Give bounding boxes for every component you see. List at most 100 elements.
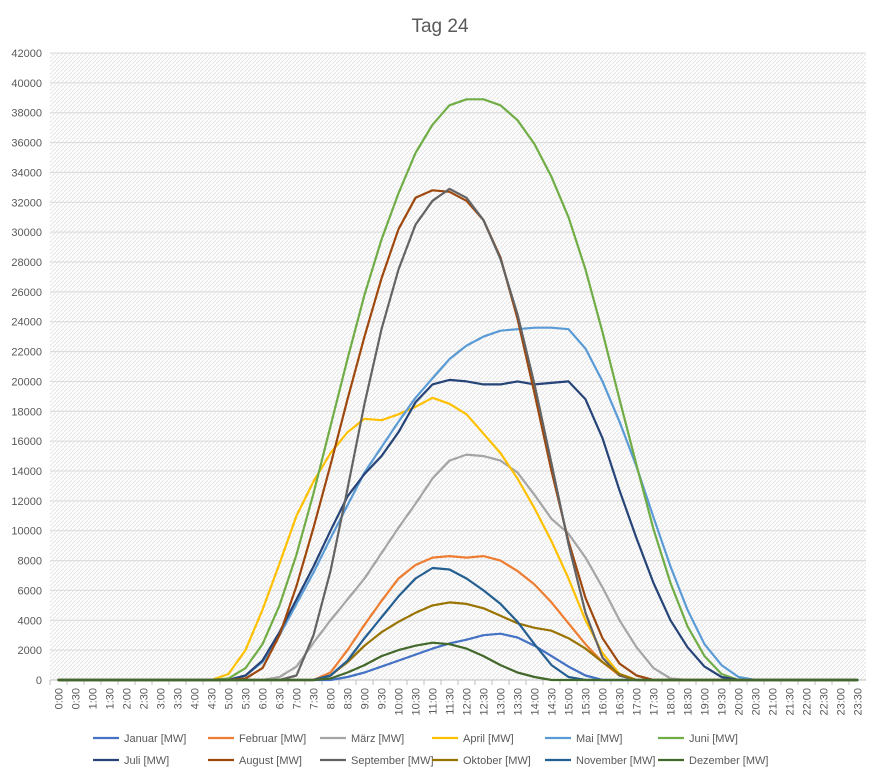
x-tick-label: 12:30 xyxy=(479,688,491,716)
x-tick-label: 6:00 xyxy=(258,688,270,709)
legend: Januar [MW] Februar [MW] März [MW] April [M… xyxy=(93,733,768,767)
x-tick-label: 7:00 xyxy=(292,688,304,709)
y-tick-label: 36000 xyxy=(11,138,42,150)
x-tick-label: 21:00 xyxy=(768,688,780,716)
plot-background xyxy=(50,53,866,680)
y-tick-label: 18000 xyxy=(11,406,42,418)
y-tick-label: 38000 xyxy=(11,108,42,120)
legend-label: Juni [MW] xyxy=(689,733,738,745)
legend-label: April [MW] xyxy=(463,733,514,745)
x-tick-label: 10:00 xyxy=(394,688,406,716)
legend-item: Oktober [MW] xyxy=(432,755,531,767)
x-tick-label: 19:30 xyxy=(717,688,729,716)
x-tick-label: 18:00 xyxy=(666,688,678,716)
x-tick-label: 22:30 xyxy=(819,688,831,716)
x-tick-label: 17:30 xyxy=(649,688,661,716)
x-tick-label: 12:00 xyxy=(462,688,474,716)
legend-item: November [MW] xyxy=(545,755,655,767)
y-tick-label: 24000 xyxy=(11,317,42,329)
x-tick-label: 23:30 xyxy=(853,688,865,716)
x-tick-label: 3:00 xyxy=(156,688,168,709)
legend-item: Dezember [MW] xyxy=(658,755,768,767)
x-tick-label: 11:30 xyxy=(445,688,457,715)
legend-label: August [MW] xyxy=(239,755,302,767)
legend-item: März [MW] xyxy=(320,733,404,745)
y-tick-label: 34000 xyxy=(11,167,42,179)
x-tick-label: 15:30 xyxy=(581,688,593,716)
x-tick-label: 17:00 xyxy=(632,688,644,716)
x-tick-label: 1:30 xyxy=(105,688,117,709)
x-tick-label: 7:30 xyxy=(309,688,321,709)
x-tick-label: 2:00 xyxy=(122,688,134,709)
x-tick-label: 11:00 xyxy=(428,688,440,715)
y-tick-label: 10000 xyxy=(11,526,42,538)
legend-label: Oktober [MW] xyxy=(463,755,531,767)
legend-item: April [MW] xyxy=(432,733,514,745)
series-line-12 xyxy=(57,641,859,682)
x-tick-label: 16:00 xyxy=(598,688,610,716)
x-tick-label: 2:30 xyxy=(139,688,151,709)
x-tick-label: 1:00 xyxy=(88,688,100,709)
y-tick-label: 14000 xyxy=(11,466,42,478)
legend-label: Januar [MW] xyxy=(124,733,186,745)
x-tick-label: 5:30 xyxy=(241,688,253,709)
x-tick-label: 6:30 xyxy=(275,688,287,709)
x-tick-label: 0:00 xyxy=(54,688,66,709)
legend-item: Januar [MW] xyxy=(93,733,186,745)
y-tick-label: 26000 xyxy=(11,287,42,299)
y-tick-label: 40000 xyxy=(11,78,42,90)
chart-title: Tag 24 xyxy=(411,16,468,37)
legend-item: Juni [MW] xyxy=(658,733,738,745)
y-tick-label: 32000 xyxy=(11,197,42,209)
x-tick-label: 3:30 xyxy=(173,688,185,709)
legend-item: August [MW] xyxy=(208,755,302,767)
y-tick-label: 28000 xyxy=(11,257,42,269)
x-tick-label: 5:00 xyxy=(224,688,236,709)
x-tick-label: 20:30 xyxy=(751,688,763,716)
x-tick-label: 22:00 xyxy=(802,688,814,716)
legend-label: September [MW] xyxy=(351,755,434,767)
legend-label: Februar [MW] xyxy=(239,733,306,745)
legend-label: Juli [MW] xyxy=(124,755,169,767)
x-tick-label: 8:00 xyxy=(326,688,338,709)
x-tick-label: 0:30 xyxy=(71,688,83,709)
y-tick-label: 2000 xyxy=(18,645,42,657)
y-tick-label: 6000 xyxy=(18,585,42,597)
legend-item: Februar [MW] xyxy=(208,733,306,745)
x-tick-label: 14:30 xyxy=(547,688,559,716)
legend-item: September [MW] xyxy=(320,755,434,767)
legend-label: Mai [MW] xyxy=(576,733,622,745)
x-tick-label: 23:00 xyxy=(836,688,848,716)
legend-label: November [MW] xyxy=(576,755,655,767)
x-tick-label: 18:30 xyxy=(683,688,695,716)
y-tick-label: 4000 xyxy=(18,615,42,627)
x-tick-label: 16:30 xyxy=(615,688,627,716)
y-tick-label: 30000 xyxy=(11,227,42,239)
x-tick-label: 8:30 xyxy=(343,688,355,709)
x-tick-label: 15:00 xyxy=(564,688,576,716)
x-tick-label: 13:30 xyxy=(513,688,525,716)
x-tick-label: 4:30 xyxy=(207,688,219,709)
legend-label: März [MW] xyxy=(351,733,404,745)
x-tick-label: 9:30 xyxy=(377,688,389,709)
x-tick-label: 9:00 xyxy=(360,688,372,709)
legend-item: Mai [MW] xyxy=(545,733,622,745)
x-tick-label: 21:30 xyxy=(785,688,797,716)
plot-area: 0 2000 4000 6000 8000 10000 12000 14000 16000 180… xyxy=(11,48,866,716)
y-tick-label: 0 xyxy=(36,675,42,687)
y-tick-label: 8000 xyxy=(18,556,42,568)
y-tick-label: 20000 xyxy=(11,376,42,388)
x-tick-label: 10:30 xyxy=(411,688,423,716)
y-tick-label: 12000 xyxy=(11,496,42,508)
legend-label: Dezember [MW] xyxy=(689,755,768,767)
x-tick-label: 20:00 xyxy=(734,688,746,716)
y-tick-label: 22000 xyxy=(11,347,42,359)
x-tick-label: 4:00 xyxy=(190,688,202,709)
x-tick-label: 19:00 xyxy=(700,688,712,716)
x-tick-label: 14:00 xyxy=(530,688,542,716)
y-tick-label: 16000 xyxy=(11,436,42,448)
y-tick-label: 42000 xyxy=(11,48,42,60)
x-tick-label: 13:00 xyxy=(496,688,508,716)
legend-item: Juli [MW] xyxy=(93,755,169,767)
